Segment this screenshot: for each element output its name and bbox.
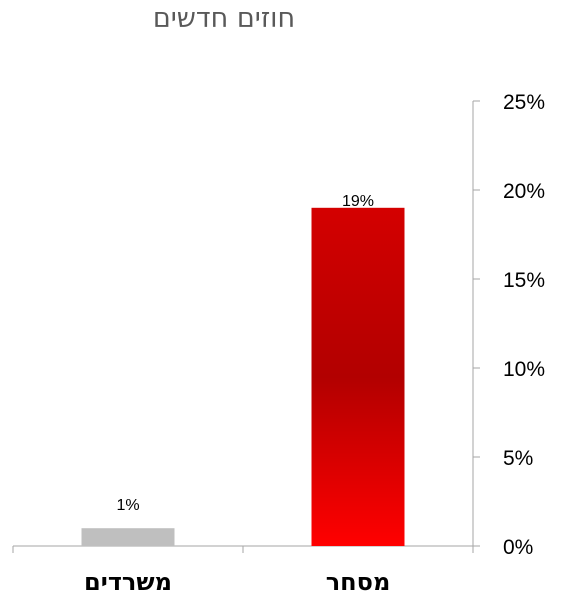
bars: [81, 207, 405, 547]
chart-title: חוזים חדשים: [152, 3, 296, 34]
y-tick-label: 20%: [503, 180, 545, 203]
bar: [81, 528, 175, 546]
bar: [311, 207, 405, 547]
data-label: 1%: [116, 497, 139, 514]
labels: 0% 5% 10% 15% 20% 25% 19% מסחר 1% משרדים: [84, 91, 545, 596]
y-tick-label: 10%: [503, 358, 545, 381]
category-label: משרדים: [84, 568, 172, 596]
category-label: מסחר: [326, 568, 391, 596]
axes: [12, 100, 480, 553]
y-tick-label: 25%: [503, 91, 545, 114]
y-tick-label: 0%: [503, 536, 533, 559]
data-label: 19%: [342, 193, 374, 210]
y-tick-label: 15%: [503, 269, 545, 292]
y-tick-label: 5%: [503, 447, 533, 470]
